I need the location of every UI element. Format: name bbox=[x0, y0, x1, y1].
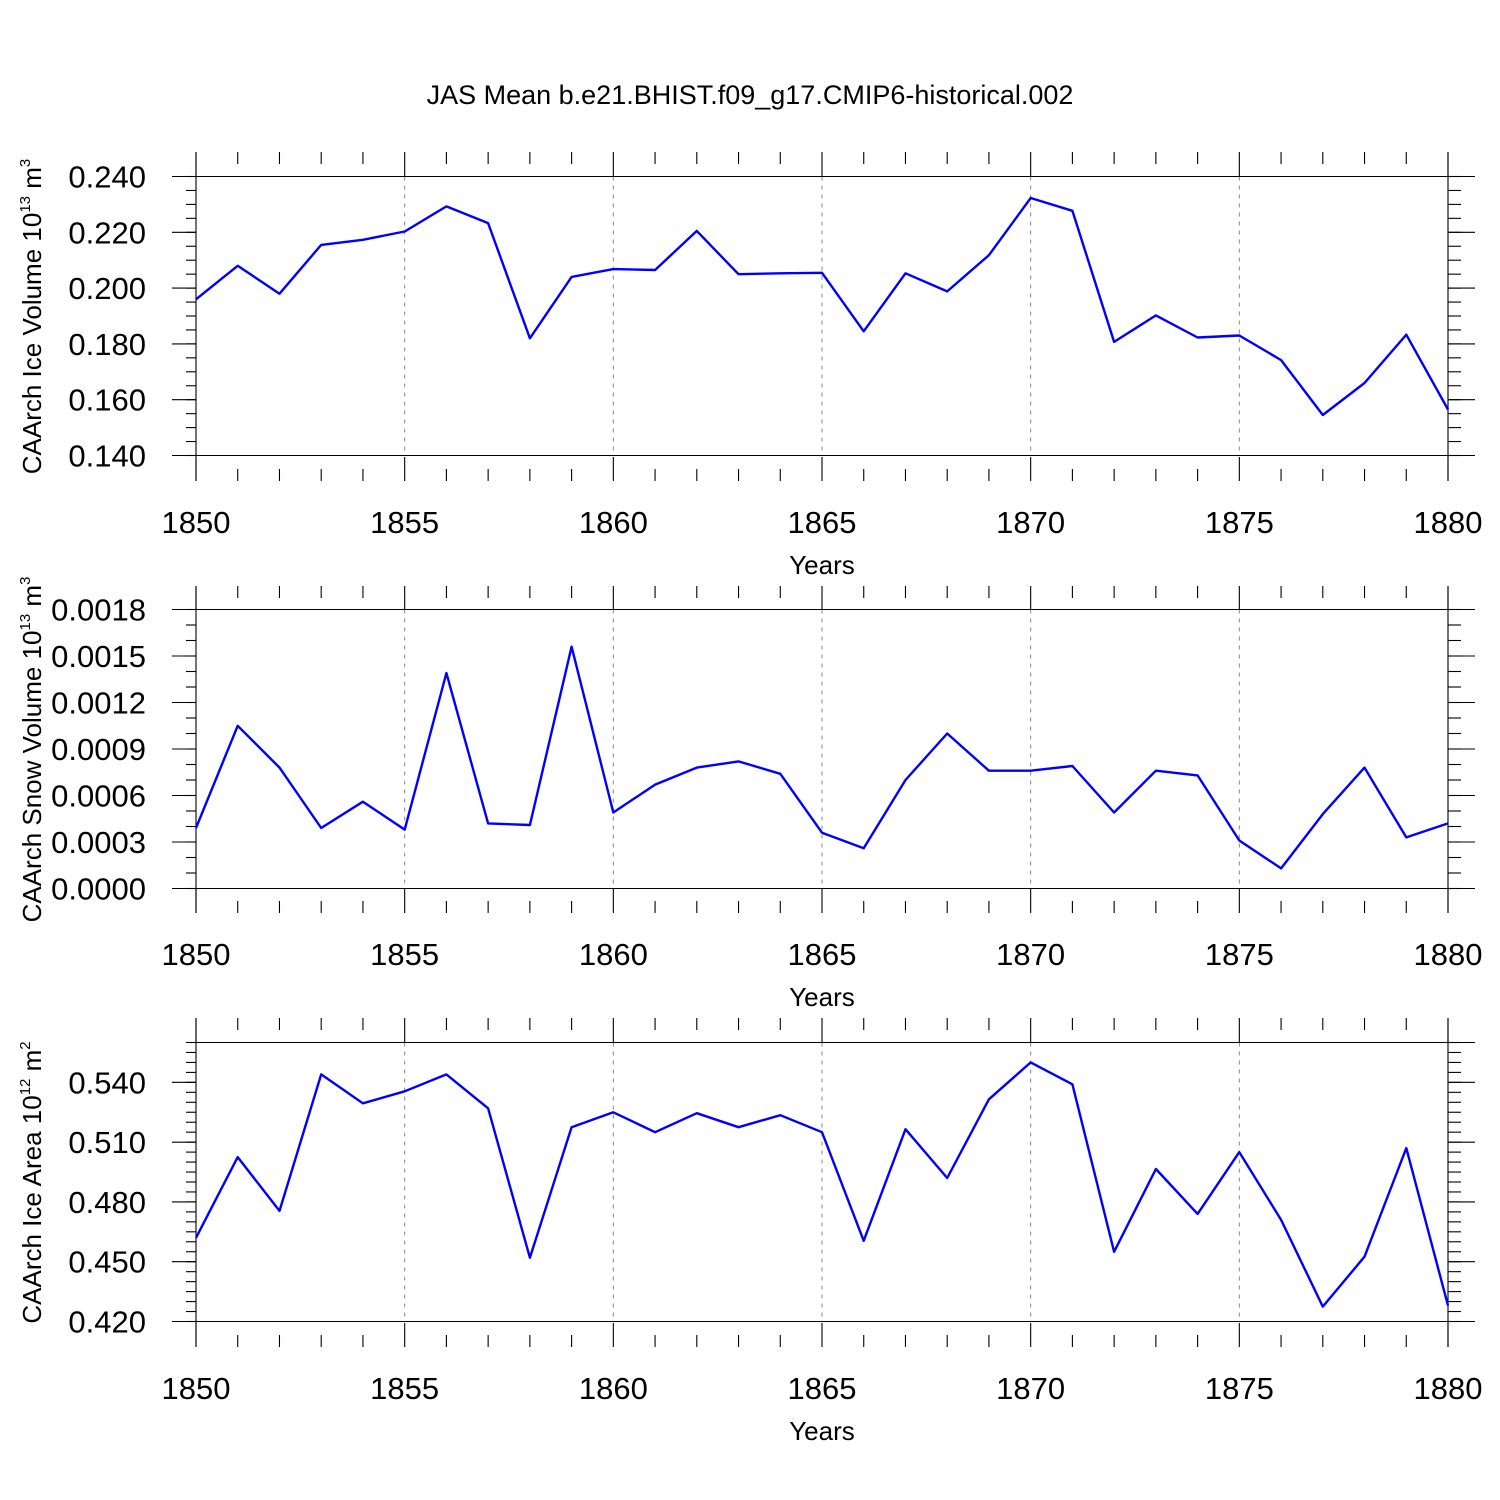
x-tick-label: 1870 bbox=[996, 1371, 1065, 1406]
x-tick-label: 1850 bbox=[162, 505, 231, 540]
data-series-line bbox=[195, 196, 1450, 417]
x-tick-label: 1860 bbox=[579, 1371, 648, 1406]
x-tick-label: 1855 bbox=[370, 505, 439, 540]
x-tick-label: 1850 bbox=[162, 937, 231, 972]
x-tick-label: 1850 bbox=[162, 1371, 231, 1406]
y-tick-label: 0.510 bbox=[68, 1125, 146, 1160]
y-tick-label: 0.180 bbox=[68, 327, 146, 362]
y-tick-label: 0.540 bbox=[68, 1065, 146, 1100]
x-tick-label: 1875 bbox=[1205, 937, 1274, 972]
y-tick-label: 0.0009 bbox=[51, 732, 146, 767]
chart-panel-3: 0.420 0.450 0.480 0.510 0.540 1850 1855 1860 186… bbox=[17, 1018, 1482, 1446]
chart-title: JAS Mean b.e21.BHIST.f09_g17.CMIP6-histo… bbox=[427, 80, 1074, 110]
y-tick-label: 0.420 bbox=[68, 1305, 146, 1340]
x-axis-label: Years bbox=[789, 982, 855, 1012]
y-tick-label: 0.450 bbox=[68, 1245, 146, 1280]
x-tick-label: 1875 bbox=[1205, 505, 1274, 540]
data-series-line bbox=[194, 1061, 1450, 1308]
x-tick-label: 1855 bbox=[370, 1371, 439, 1406]
y-tick-label: 0.0012 bbox=[51, 686, 146, 721]
x-axis-label: Years bbox=[789, 550, 855, 580]
x-tick-label: 1880 bbox=[1414, 1371, 1483, 1406]
chart-panel-1: 0.140 0.160 0.180 0.200 0.220 0.240 1850 1855 18… bbox=[17, 152, 1482, 580]
x-tick-label: 1870 bbox=[996, 937, 1065, 972]
x-tick-label: 1865 bbox=[788, 1371, 857, 1406]
x-tick-label: 1865 bbox=[788, 937, 857, 972]
x-tick-label: 1865 bbox=[788, 505, 857, 540]
y-tick-label: 0.200 bbox=[68, 271, 146, 306]
chart-panel-2: 0.0000 0.0003 0.0006 0.0009 0.0012 0.0015 0.00… bbox=[17, 577, 1482, 1012]
x-axis-label: Years bbox=[789, 1416, 855, 1446]
data-series-line bbox=[194, 645, 1449, 870]
y-tick-label: 0.0006 bbox=[51, 779, 146, 814]
y-tick-label: 0.0018 bbox=[51, 593, 146, 628]
x-tick-label: 1860 bbox=[579, 505, 648, 540]
x-tick-label: 1860 bbox=[579, 937, 648, 972]
y-tick-label: 0.0000 bbox=[51, 872, 146, 907]
y-axis-label: CAArch Ice Area 1012 m2 bbox=[17, 1041, 47, 1323]
chart-panels: 0.140 0.160 0.180 0.200 0.220 0.240 1850 1855 18… bbox=[17, 152, 1482, 1446]
x-tick-label: 1880 bbox=[1414, 505, 1483, 540]
x-tick-label: 1875 bbox=[1205, 1371, 1274, 1406]
y-tick-label: 0.240 bbox=[68, 160, 146, 195]
y-tick-label: 0.140 bbox=[68, 439, 146, 474]
y-tick-label: 0.0015 bbox=[51, 639, 146, 674]
x-tick-label: 1880 bbox=[1414, 937, 1483, 972]
y-tick-label: 0.0003 bbox=[51, 825, 146, 860]
y-axis-label: CAArch Snow Volume 1013 m3 bbox=[17, 577, 47, 923]
y-tick-label: 0.220 bbox=[68, 215, 146, 250]
x-tick-label: 1855 bbox=[370, 937, 439, 972]
y-tick-label: 0.160 bbox=[68, 383, 146, 418]
y-tick-label: 0.480 bbox=[68, 1185, 146, 1220]
x-tick-label: 1870 bbox=[996, 505, 1065, 540]
y-axis-label: CAArch Ice Volume 1013 m3 bbox=[17, 159, 47, 475]
